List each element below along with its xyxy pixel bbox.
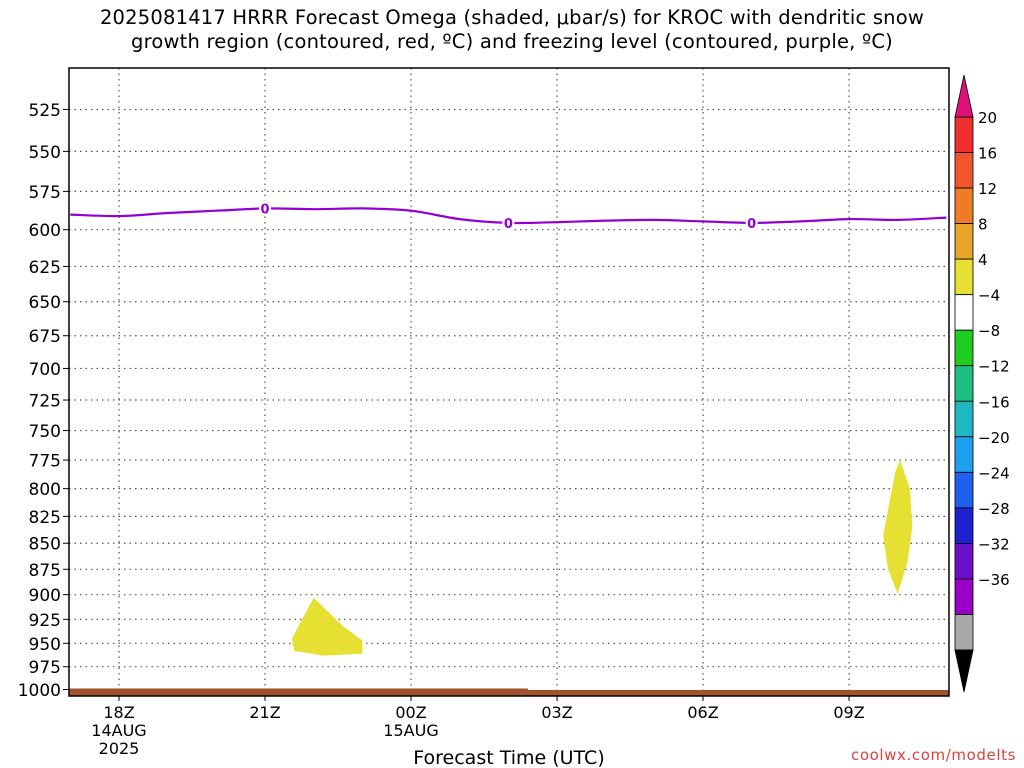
axes: 525 550 575 600 625 650 675 700 725 750 775 800 825 8…	[18, 101, 865, 758]
x-tick-sublabel-15AUG: 15AUG	[383, 721, 438, 740]
colorbar-over-arrow	[954, 74, 974, 118]
title-line-1: 2025081417 HRRR Forecast Omega (shaded, …	[99, 6, 925, 29]
ground-step	[69, 688, 528, 690]
freezing-level-label-1: 0	[260, 202, 269, 217]
y-tick-label-950: 950	[29, 635, 61, 655]
colorbar-label-6: −4	[978, 287, 1000, 305]
ground-surface	[69, 688, 949, 696]
colorbar-segment-10	[954, 436, 974, 473]
omega-shading	[291, 460, 913, 656]
contour-label-bg-3	[745, 214, 758, 231]
freezing-level-contour: 0 0 0	[70, 200, 947, 232]
y-tick-label-650: 650	[29, 293, 61, 313]
colorbar: 20 16 12 8 4 −4 −8 −12 −16 −20 −24 −28 −32 −36	[954, 74, 1010, 693]
x-tick-sublabel-14AUG: 14AUG	[91, 721, 146, 740]
x-tick-label-06Z: 06Z	[687, 703, 718, 722]
colorbar-segment-11	[954, 471, 974, 509]
y-tick-label-550: 550	[29, 143, 61, 163]
y-tick-label-575: 575	[29, 183, 61, 203]
colorbar-segment-15	[954, 614, 974, 651]
colorbar-label-12: −28	[978, 500, 1010, 518]
x-tick-label-18Z: 18Z	[103, 703, 134, 722]
colorbar-segment-7	[954, 329, 974, 367]
colorbar-label-13: −32	[978, 535, 1010, 553]
colorbar-under-arrow	[954, 649, 974, 693]
colorbar-label-14: −36	[978, 571, 1010, 589]
x-tick-label-09Z: 09Z	[833, 703, 864, 722]
x-tick-label-03Z: 03Z	[541, 703, 572, 722]
omega-shaded-region-1	[291, 597, 363, 656]
colorbar-label-2: 16	[978, 145, 997, 163]
colorbar-label-9: −16	[978, 393, 1010, 411]
colorbar-label-3: 12	[978, 180, 997, 198]
colorbar-segment-3	[954, 187, 974, 224]
source-credit: coolwx.com/modelts	[851, 746, 1016, 764]
y-tick-label-750: 750	[29, 422, 61, 442]
colorbar-segment-9	[954, 400, 974, 438]
colorbar-segment-8	[954, 365, 974, 402]
colorbar-segment-6	[954, 294, 974, 331]
y-tick-label-700: 700	[29, 360, 61, 380]
y-tick-label-775: 775	[29, 452, 61, 472]
colorbar-label-11: −24	[978, 464, 1010, 482]
colorbar-segment-1	[954, 116, 974, 153]
ground-fill	[69, 690, 949, 696]
y-tick-label-600: 600	[29, 221, 61, 241]
colorbar-segment-14	[954, 578, 974, 615]
colorbar-segment-5	[954, 258, 974, 296]
x-tick-label-00Z: 00Z	[395, 703, 426, 722]
freezing-level-label-2: 0	[504, 217, 513, 232]
y-tick-label-725: 725	[29, 392, 61, 412]
y-tick-label-900: 900	[29, 586, 61, 606]
x-tick-label-21Z: 21Z	[249, 703, 280, 722]
grid-lines	[69, 68, 949, 696]
colorbar-segment-13	[954, 543, 974, 580]
colorbar-segment-12	[954, 507, 974, 544]
colorbar-label-7: −8	[978, 322, 1000, 340]
y-tick-label-800: 800	[29, 480, 61, 500]
y-tick-label-925: 925	[29, 611, 61, 631]
y-tick-label-850: 850	[29, 535, 61, 555]
title-line-2: growth region (contoured, red, ºC) and f…	[131, 30, 893, 53]
colorbar-segment-4	[954, 223, 974, 260]
y-tick-label-825: 825	[29, 508, 61, 528]
x-tick-sublabel-2025: 2025	[99, 739, 140, 758]
colorbar-label-5: 4	[978, 251, 988, 269]
y-tick-label-525: 525	[29, 101, 61, 121]
y-tick-label-675: 675	[29, 327, 61, 347]
colorbar-label-10: −20	[978, 429, 1010, 447]
colorbar-label-4: 8	[978, 216, 988, 234]
chart-title: 2025081417 HRRR Forecast Omega (shaded, …	[0, 6, 1024, 54]
freezing-level-label-3: 0	[747, 217, 756, 232]
colorbar-label-1: 20	[978, 109, 997, 127]
y-tick-label-975: 975	[29, 658, 61, 678]
contour-label-bg-1	[259, 200, 272, 217]
omega-shaded-region-2	[883, 460, 913, 594]
y-tick-label-875: 875	[29, 561, 61, 581]
colorbar-label-8: −12	[978, 358, 1010, 376]
y-tick-label-625: 625	[29, 258, 61, 278]
y-tick-label-1000: 1000	[18, 681, 61, 701]
colorbar-segment-2	[954, 152, 974, 189]
x-axis-label: Forecast Time (UTC)	[413, 747, 604, 768]
contour-label-bg-2	[502, 214, 515, 231]
plot-frame	[68, 67, 950, 697]
